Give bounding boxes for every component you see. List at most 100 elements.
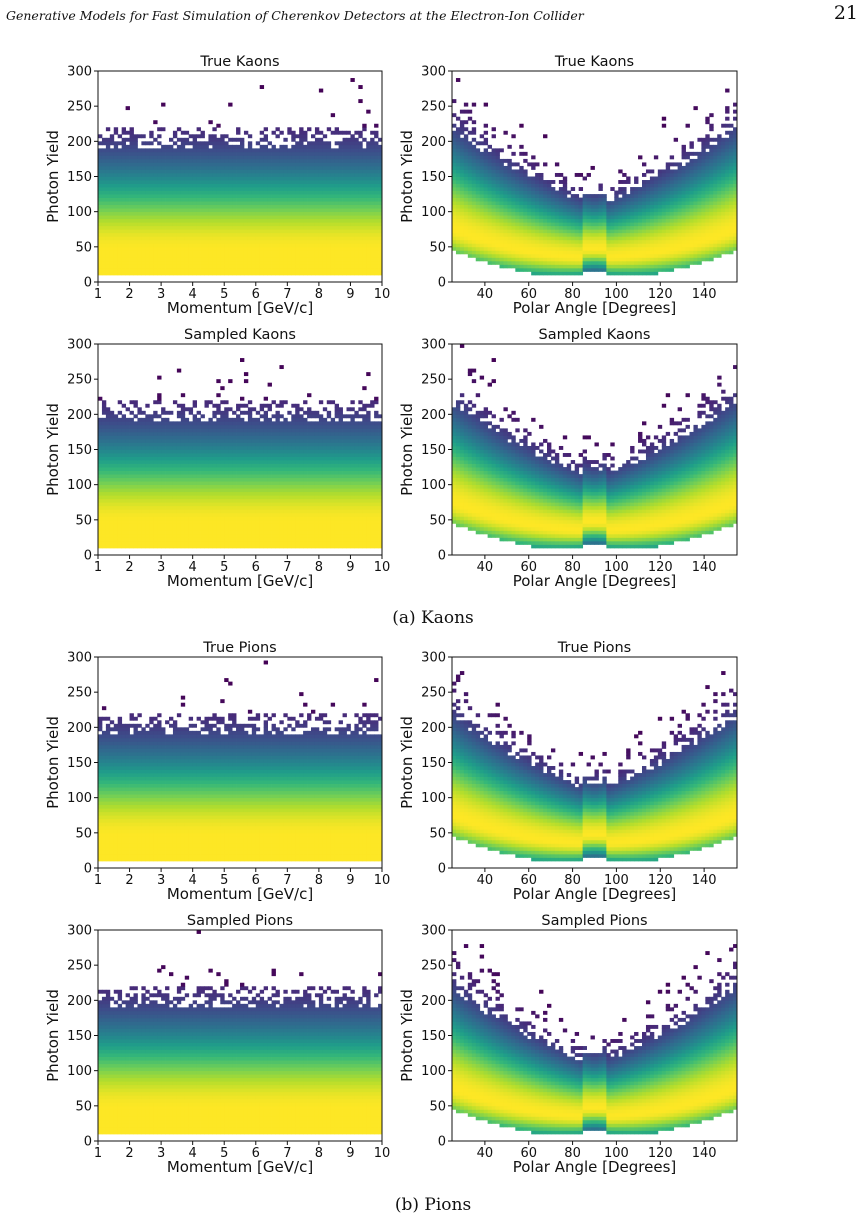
heatmap-cells xyxy=(98,358,383,549)
x-tick-label: 6 xyxy=(252,873,260,888)
y-tick-label: 300 xyxy=(421,65,446,80)
y-tick-label: 100 xyxy=(67,478,92,493)
heatmap-cells xyxy=(452,344,738,549)
x-tick-label: 9 xyxy=(346,287,354,302)
x-tick-label: 7 xyxy=(283,560,291,575)
y-tick-label: 200 xyxy=(421,721,446,736)
y-tick-label: 200 xyxy=(67,408,92,423)
x-tick-label: 9 xyxy=(346,560,354,575)
x-tick-label: 40 xyxy=(477,287,494,302)
y-tick-label: 250 xyxy=(421,959,446,974)
y-tick-label: 300 xyxy=(67,651,92,666)
x-tick-label: 60 xyxy=(520,873,537,888)
x-axis-label: Polar Angle [Degrees] xyxy=(513,572,677,590)
x-tick-label: 7 xyxy=(283,287,291,302)
y-axis-label: Photon Yield xyxy=(44,989,62,1082)
chart-title: True Kaons xyxy=(554,54,634,70)
x-tick-label: 100 xyxy=(604,287,629,302)
y-tick-label: 0 xyxy=(84,862,92,877)
y-tick-label: 250 xyxy=(67,959,92,974)
y-tick-label: 50 xyxy=(429,240,446,255)
y-tick-label: 300 xyxy=(421,338,446,353)
x-tick-label: 120 xyxy=(648,873,673,888)
y-axis-label: Photon Yield xyxy=(398,403,416,496)
x-axis-label: Polar Angle [Degrees] xyxy=(513,299,677,317)
x-tick-label: 5 xyxy=(220,560,228,575)
x-tick-label: 100 xyxy=(604,1146,629,1161)
x-tick-label: 2 xyxy=(125,1146,133,1161)
chart-title: True Pions xyxy=(557,640,631,656)
caption-pions: (b) Pions xyxy=(0,1195,866,1215)
y-tick-label: 150 xyxy=(67,1029,92,1044)
y-axis-label: Photon Yield xyxy=(44,716,62,809)
x-tick-label: 140 xyxy=(692,873,717,888)
y-tick-label: 50 xyxy=(75,1099,92,1114)
heatmap-cells xyxy=(452,944,738,1135)
x-tick-label: 9 xyxy=(346,1146,354,1161)
x-axis-label: Momentum [GeV/c] xyxy=(167,1158,313,1176)
y-tick-label: 300 xyxy=(67,924,92,939)
y-tick-label: 100 xyxy=(67,205,92,220)
y-tick-label: 0 xyxy=(438,549,446,564)
y-tick-label: 200 xyxy=(67,994,92,1009)
y-tick-label: 250 xyxy=(421,686,446,701)
y-tick-label: 100 xyxy=(421,478,446,493)
x-tick-label: 140 xyxy=(692,1146,717,1161)
chart-title: True Pions xyxy=(202,640,276,656)
y-axis-label: Photon Yield xyxy=(398,989,416,1082)
y-tick-label: 200 xyxy=(67,135,92,150)
x-tick-label: 2 xyxy=(125,873,133,888)
y-tick-label: 150 xyxy=(421,756,446,771)
x-tick-label: 6 xyxy=(252,560,260,575)
x-tick-label: 1 xyxy=(94,560,102,575)
y-tick-label: 150 xyxy=(67,170,92,185)
y-tick-label: 50 xyxy=(75,240,92,255)
chart-7: 40 60 80 100 120 140 0 50 100 150 200 250 300 Sampled… xyxy=(398,913,738,1176)
x-tick-label: 140 xyxy=(692,560,717,575)
x-tick-label: 10 xyxy=(374,560,391,575)
x-tick-label: 60 xyxy=(520,287,537,302)
y-tick-label: 300 xyxy=(421,924,446,939)
y-tick-label: 300 xyxy=(421,651,446,666)
x-tick-label: 5 xyxy=(220,287,228,302)
chart-title: Sampled Kaons xyxy=(539,327,651,343)
x-tick-label: 4 xyxy=(189,560,197,575)
chart-3: 40 60 80 100 120 140 0 50 100 150 200 250 300 Sampled… xyxy=(398,327,738,590)
x-tick-label: 10 xyxy=(374,287,391,302)
y-tick-label: 250 xyxy=(67,100,92,115)
x-tick-label: 80 xyxy=(564,560,581,575)
y-tick-label: 150 xyxy=(421,170,446,185)
x-tick-label: 5 xyxy=(220,1146,228,1161)
x-tick-label: 120 xyxy=(648,560,673,575)
y-tick-label: 100 xyxy=(67,1064,92,1079)
chart-title: True Kaons xyxy=(199,54,279,70)
y-tick-label: 200 xyxy=(421,408,446,423)
y-tick-label: 200 xyxy=(421,135,446,150)
x-tick-label: 4 xyxy=(189,873,197,888)
y-axis-label: Photon Yield xyxy=(44,130,62,223)
x-axis-label: Momentum [GeV/c] xyxy=(167,299,313,317)
x-tick-label: 120 xyxy=(648,1146,673,1161)
y-tick-label: 250 xyxy=(421,373,446,388)
chart-title: Sampled Pions xyxy=(187,913,293,929)
x-tick-label: 60 xyxy=(520,560,537,575)
x-axis-label: Polar Angle [Degrees] xyxy=(513,1158,677,1176)
x-tick-label: 7 xyxy=(283,873,291,888)
x-tick-label: 1 xyxy=(94,287,102,302)
x-tick-label: 10 xyxy=(374,873,391,888)
x-tick-label: 3 xyxy=(157,873,165,888)
y-tick-label: 150 xyxy=(67,756,92,771)
x-tick-label: 9 xyxy=(346,873,354,888)
y-tick-label: 0 xyxy=(84,1135,92,1150)
page-number: 21 xyxy=(834,2,858,24)
y-tick-label: 0 xyxy=(84,276,92,291)
y-tick-label: 50 xyxy=(429,1099,446,1114)
x-axis-label: Momentum [GeV/c] xyxy=(167,572,313,590)
heatmap-cells xyxy=(452,671,738,862)
y-tick-label: 100 xyxy=(67,791,92,806)
y-tick-label: 0 xyxy=(84,549,92,564)
